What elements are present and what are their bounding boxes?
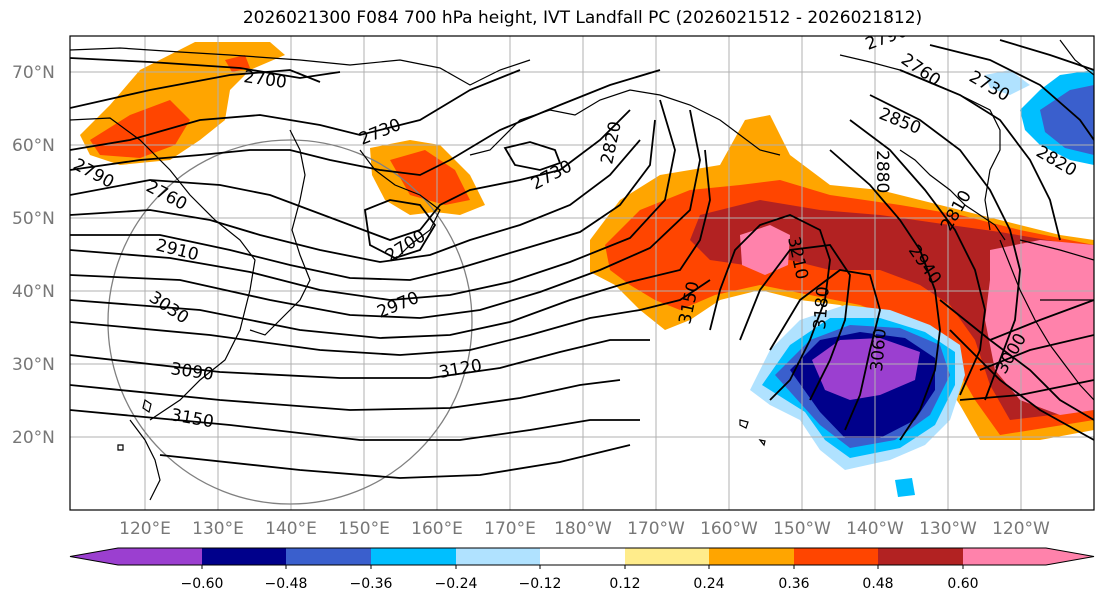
lon-label: 150°W: [773, 519, 831, 539]
map-title: 2026021300 F084 700 hPa height, IVT Land…: [242, 8, 923, 28]
ivt-shading: [80, 42, 1094, 497]
reference-circle: [107, 139, 473, 505]
lon-label: 180°W: [554, 519, 612, 539]
colorbar-tick-label: −0.24: [435, 576, 478, 592]
colorbar-segment: [70, 548, 202, 565]
lon-label: 160°E: [411, 519, 463, 539]
colorbar-tick-label: 0.60: [947, 576, 978, 592]
colorbar-segment: [878, 548, 963, 565]
contour-label: 3180: [810, 286, 834, 331]
lon-label: 150°E: [338, 519, 390, 539]
colorbar: −0.60 −0.48 −0.36 −0.24 −0.12 0.12 0.24 …: [69, 547, 1095, 592]
colorbar-tick-label: 0.36: [778, 576, 809, 592]
colorbar-tick-label: −0.60: [181, 576, 224, 592]
colorbar-segment: [371, 548, 456, 565]
plot-frame: [69, 35, 1095, 511]
colorbar-tick-label: 0.48: [862, 576, 893, 592]
colorbar-segment: [202, 548, 286, 565]
colorbar-frame: [69, 547, 1095, 566]
colorbar-segment: [794, 548, 878, 565]
contour-label: 2880: [872, 150, 892, 193]
contour-label: 3060: [867, 328, 891, 373]
lon-label: 140°E: [265, 519, 317, 539]
lon-label: 120°E: [119, 519, 171, 539]
colorbar-segment: [286, 548, 371, 565]
lon-label: 160°W: [700, 519, 758, 539]
lon-label: 170°E: [484, 519, 536, 539]
graticule: [70, 36, 1094, 510]
colorbar-segment: [963, 548, 1094, 565]
colorbar-tick-label: 0.12: [609, 576, 640, 592]
lat-label: 20°N: [12, 428, 55, 448]
lat-label: 70°N: [12, 63, 55, 83]
lon-label: 140°W: [846, 519, 904, 539]
colorbar-segment: [709, 548, 794, 565]
lat-label: 50°N: [12, 209, 55, 229]
colorbar-tick-label: 0.24: [693, 576, 724, 592]
colorbar-tick-label: −0.48: [265, 576, 308, 592]
lon-label: 120°W: [992, 519, 1050, 539]
colorbar-segment: [540, 548, 625, 565]
lon-label: 130°E: [192, 519, 244, 539]
colorbar-tick-label: −0.12: [519, 576, 562, 592]
coastlines: [70, 39, 1094, 501]
lat-label: 60°N: [12, 136, 55, 156]
lat-label: 40°N: [12, 282, 55, 302]
longitude-labels: 120°E 130°E 140°E 150°E 160°E 170°E 180°…: [119, 519, 1050, 539]
colorbar-segment: [456, 548, 540, 565]
lon-label: 170°W: [627, 519, 685, 539]
lat-label: 30°N: [12, 355, 55, 375]
colorbar-segment: [625, 548, 709, 565]
colorbar-tick-label: −0.36: [350, 576, 393, 592]
latitude-labels: 70°N 60°N 50°N 40°N 30°N 20°N: [12, 63, 55, 448]
lon-label: 130°W: [919, 519, 977, 539]
height-contours: [70, 39, 1094, 479]
